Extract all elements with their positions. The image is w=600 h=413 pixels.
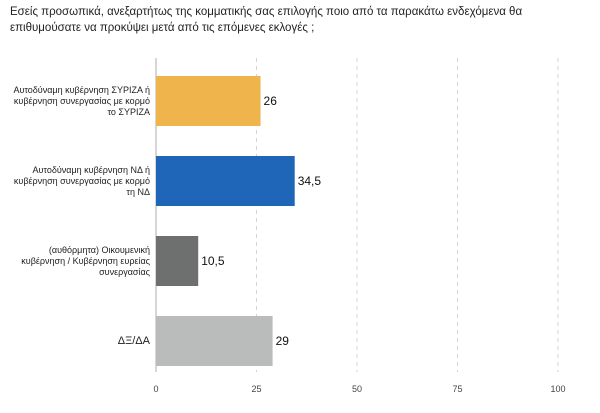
- x-tick-label: 75: [452, 384, 462, 394]
- x-axis-ticks: 0 25 50 75 100: [153, 384, 565, 394]
- value-label-1: 26: [264, 94, 278, 108]
- chart-question-title: Εσείς προσωπικά, ανεξαρτήτως της κομματι…: [10, 6, 523, 34]
- x-tick-label: 100: [550, 384, 565, 394]
- bar-1: [156, 76, 261, 126]
- x-tick-label: 0: [153, 384, 158, 394]
- value-label-4: 29: [276, 334, 290, 348]
- value-label-2: 34,5: [298, 174, 322, 188]
- category-label-2: Αυτοδύναμη κυβέρνηση ΝΔ ή: [32, 165, 150, 175]
- value-label-3: 10,5: [201, 254, 225, 268]
- category-label-2: τη ΝΔ: [126, 187, 150, 197]
- category-label-3: (αυθόρμητα) Οικουμενική: [49, 245, 150, 255]
- bar-2: [156, 156, 295, 206]
- bar-4: [156, 316, 273, 366]
- bars: [156, 76, 295, 366]
- category-label-1: Αυτοδύναμη κυβέρνηση ΣΥΡΙΖΑ ή: [13, 85, 150, 95]
- x-tick-label: 50: [352, 384, 362, 394]
- category-label-1: το ΣΥΡΙΖΑ: [107, 107, 150, 117]
- x-tick-label: 25: [251, 384, 261, 394]
- category-label-1: κυβέρνηση συνεργασίας με κορμό: [14, 96, 150, 106]
- category-label-2: κυβέρνηση συνεργασίας με κορμό: [14, 176, 150, 186]
- category-label-3: κυβέρνηση / Κυβέρνηση ευρείας: [21, 256, 150, 266]
- bar-3: [156, 236, 199, 286]
- value-labels: 26 34,5 10,5 29: [201, 94, 321, 348]
- category-label-4: ΔΞ/ΔΑ: [118, 335, 151, 347]
- category-label-3: συνεργασίας: [99, 267, 151, 277]
